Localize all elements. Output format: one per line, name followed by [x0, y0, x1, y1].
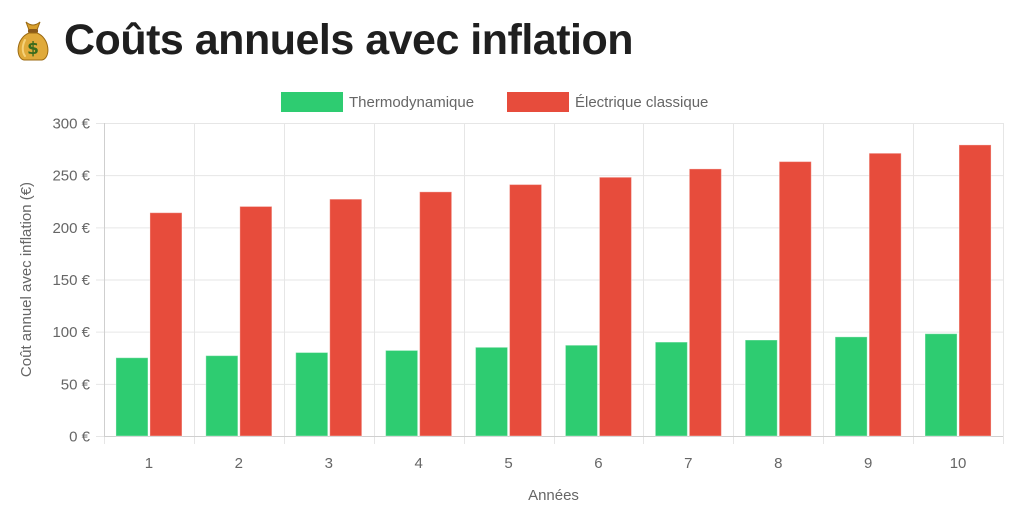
title-row: $ Coûts annuels avec inflation	[14, 10, 634, 70]
x-tick-label: 6	[594, 455, 602, 472]
bar-thermodynamique	[564, 344, 598, 437]
bar-electrique-classique	[688, 168, 722, 437]
x-axis-title: Années	[528, 487, 579, 504]
y-tick-label: 0 €	[69, 429, 91, 446]
bar-thermodynamique	[924, 333, 958, 437]
bar-thermodynamique	[744, 339, 778, 437]
bar-thermodynamique	[115, 357, 149, 437]
x-tick-label: 9	[864, 455, 872, 472]
bar-chart: 0 € 50 € 100 € 150 € 200 € 250 € 300 € 1 2 3 4 5 6 7 8…	[18, 92, 1004, 504]
legend-label: Thermodynamique	[349, 94, 474, 111]
bar-thermodynamique	[475, 346, 509, 437]
y-tick-label: 200 €	[52, 220, 90, 237]
bar-thermodynamique	[205, 355, 239, 437]
bar-thermodynamique	[834, 336, 868, 437]
legend-swatch	[281, 92, 343, 112]
page-title: Coûts annuels avec inflation	[64, 15, 634, 64]
money-bag-icon: $	[14, 18, 52, 62]
bar-electrique-classique	[419, 191, 453, 437]
bar-electrique-classique	[868, 152, 902, 437]
x-tick-label: 8	[774, 455, 782, 472]
bar-electrique-classique	[778, 161, 812, 437]
x-tick-label: 7	[684, 455, 692, 472]
y-tick-label: 100 €	[52, 324, 90, 341]
bar-electrique-classique	[958, 144, 992, 437]
x-tick-label: 3	[325, 455, 333, 472]
legend-label: Électrique classique	[575, 94, 708, 111]
y-tick-label: 300 €	[52, 116, 90, 133]
bar-thermodynamique	[385, 349, 419, 437]
y-tick-label: 50 €	[61, 376, 91, 393]
x-tick-label: 1	[145, 455, 153, 472]
bar-electrique-classique	[329, 198, 363, 437]
legend-swatch	[507, 92, 569, 112]
x-tick-label: 2	[235, 455, 243, 472]
y-axis-title: Coût annuel avec inflation (€)	[18, 182, 35, 377]
svg-text:$: $	[27, 39, 39, 59]
bar-electrique-classique	[509, 184, 543, 437]
bar-thermodynamique	[295, 352, 329, 437]
y-tick-label: 250 €	[52, 168, 90, 185]
bar-electrique-classique	[239, 205, 273, 437]
x-tick-label: 4	[414, 455, 422, 472]
bar-electrique-classique	[598, 176, 632, 437]
bar-thermodynamique	[654, 341, 688, 437]
y-tick-label: 150 €	[52, 272, 90, 289]
x-tick-label: 10	[950, 455, 967, 472]
bar-electrique-classique	[149, 212, 183, 437]
x-tick-label: 5	[504, 455, 512, 472]
